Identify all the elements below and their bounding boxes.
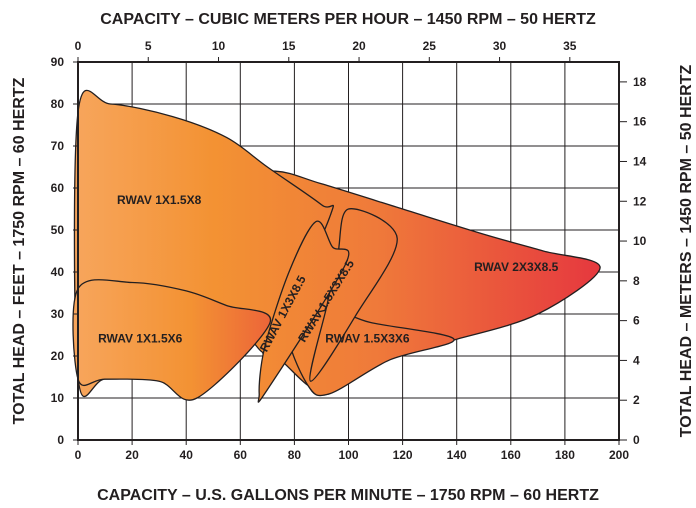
- curve-label-rwav-1-5x3x6: RWAV 1.5X3X6: [325, 331, 410, 345]
- curve-label-rwav-2x3x8-5: RWAV 2X3X8.5: [474, 260, 559, 274]
- right-tick-label: 0: [633, 433, 640, 447]
- top-axis-title: CAPACITY – CUBIC METERS PER HOUR – 1450 …: [100, 11, 596, 28]
- curve-label-rwav-1x1-5x6: RWAV 1X1.5X6: [98, 331, 183, 345]
- right-tick-label: 2: [633, 393, 640, 407]
- region-rwav-1x1-5x6: [72, 279, 271, 401]
- region-rwav-1x3x8-5: [257, 220, 350, 403]
- top-tick-label: 15: [282, 39, 296, 53]
- left-tick-label: 70: [51, 139, 65, 153]
- bottom-tick-label: 40: [180, 448, 194, 462]
- right-tick-label: 18: [633, 75, 647, 89]
- right-tick-label: 16: [633, 115, 647, 129]
- right-tick-label: 14: [633, 154, 647, 168]
- right-tick-label: 8: [633, 274, 640, 288]
- bottom-tick-label: 200: [609, 448, 629, 462]
- right-tick-label: 6: [633, 314, 640, 328]
- right-tick-label: 10: [633, 234, 647, 248]
- bottom-tick-label: 180: [555, 448, 575, 462]
- bottom-tick-label: 120: [393, 448, 413, 462]
- bottom-tick-label: 140: [447, 448, 467, 462]
- bottom-tick-label: 0: [75, 448, 82, 462]
- left-tick-label: 50: [51, 223, 65, 237]
- left-tick-label: 0: [57, 433, 64, 447]
- bottom-tick-label: 60: [234, 448, 248, 462]
- bottom-tick-label: 80: [288, 448, 302, 462]
- top-tick-label: 25: [423, 39, 437, 53]
- top-tick-label: 10: [212, 39, 226, 53]
- bottom-axis-title: CAPACITY – U.S. GALLONS PER MINUTE – 175…: [97, 487, 599, 504]
- top-tick-label: 0: [75, 39, 82, 53]
- right-tick-label: 4: [633, 353, 640, 367]
- top-tick-label: 20: [352, 39, 366, 53]
- left-tick-label: 10: [51, 391, 65, 405]
- top-tick-label: 5: [145, 39, 152, 53]
- curve-label-rwav-1x1-5x8: RWAV 1X1.5X8: [117, 193, 202, 207]
- left-axis-title: TOTAL HEAD – FEET – 1750 RPM – 60 HERTZ: [11, 77, 28, 424]
- top-tick-label: 35: [563, 39, 577, 53]
- bottom-tick-label: 160: [501, 448, 521, 462]
- left-tick-label: 20: [51, 349, 65, 363]
- left-tick-label: 80: [51, 97, 65, 111]
- left-tick-label: 40: [51, 265, 65, 279]
- right-axis-title: TOTAL HEAD – METERS – 1450 RPM – 50 HERT…: [678, 65, 695, 438]
- top-tick-label: 30: [493, 39, 507, 53]
- right-tick-label: 12: [633, 194, 647, 208]
- bottom-tick-label: 20: [125, 448, 139, 462]
- left-tick-label: 30: [51, 307, 65, 321]
- bottom-tick-label: 100: [338, 448, 358, 462]
- left-tick-label: 60: [51, 181, 65, 195]
- left-tick-label: 90: [51, 55, 65, 69]
- curve-regions: [72, 89, 601, 403]
